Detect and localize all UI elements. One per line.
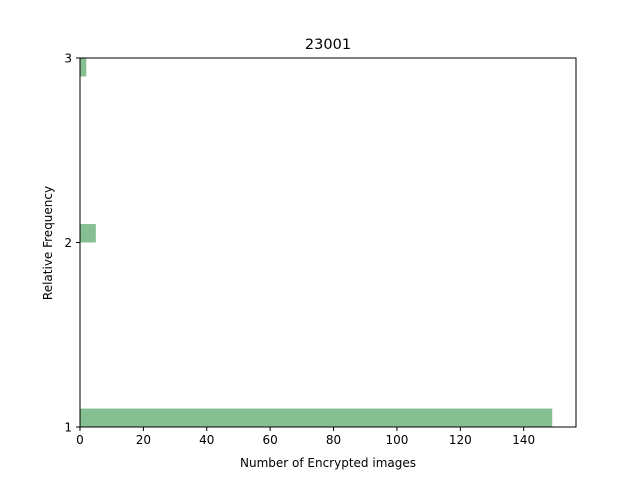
y-tick-label-2: 3 — [64, 52, 72, 66]
bar-0 — [80, 408, 553, 427]
bars-layer — [80, 58, 553, 427]
x-tick-label-7: 140 — [512, 433, 535, 447]
x-tick-label-6: 120 — [449, 433, 472, 447]
x-axis-label: Number of Encrypted images — [240, 456, 416, 470]
x-tick-label-2: 40 — [199, 433, 214, 447]
bar-2 — [80, 58, 87, 77]
x-tick-label-1: 20 — [136, 433, 151, 447]
chart-title: 23001 — [305, 37, 351, 53]
x-tick-label-3: 60 — [263, 433, 278, 447]
x-tick-label-0: 0 — [76, 433, 84, 447]
bar-1 — [80, 224, 96, 243]
plot-frame — [79, 57, 577, 428]
y-axis-label: Relative Frequency — [41, 186, 55, 300]
x-tick-label-4: 80 — [326, 433, 341, 447]
x-axis-ticks: 0 20 40 60 80 100 120 140 — [76, 427, 535, 447]
y-axis-ticks: 1 2 3 — [64, 52, 80, 435]
y-tick-label-1: 2 — [64, 236, 72, 250]
x-tick-label-5: 100 — [385, 433, 408, 447]
y-tick-label-0: 1 — [64, 421, 72, 435]
